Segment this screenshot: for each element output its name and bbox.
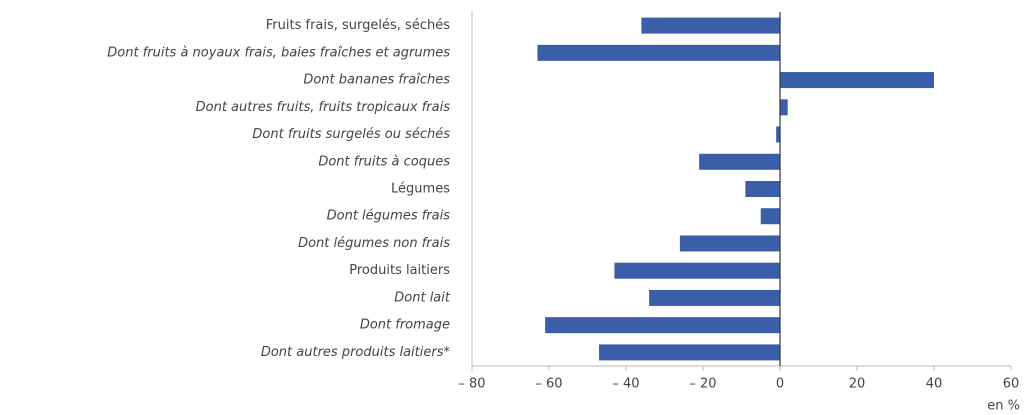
bar bbox=[641, 17, 780, 34]
category-label: Dont autres fruits, fruits tropicaux fra… bbox=[196, 100, 451, 115]
bar bbox=[745, 181, 780, 197]
x-tick-label: – 40 bbox=[612, 377, 639, 392]
category-label: Dont fruits à coques bbox=[318, 154, 450, 169]
bar bbox=[776, 126, 780, 143]
category-label: Dont légumes frais bbox=[327, 209, 451, 224]
category-label: Dont fruits surgelés ou séchés bbox=[252, 127, 450, 142]
category-label: Produits laitiers bbox=[349, 263, 450, 278]
bar bbox=[780, 99, 788, 116]
bar bbox=[679, 235, 780, 252]
category-label: Dont bananes fraîches bbox=[303, 73, 450, 88]
bar bbox=[649, 289, 780, 306]
category-label: Dont légumes non frais bbox=[298, 236, 450, 251]
category-label: Dont autres produits laitiers* bbox=[261, 345, 451, 360]
bar bbox=[545, 317, 780, 334]
category-label: Dont fruits à noyaux frais, baies fraîch… bbox=[107, 45, 450, 60]
bar bbox=[599, 344, 780, 361]
category-label: Dont fromage bbox=[360, 318, 450, 333]
bar bbox=[780, 72, 934, 89]
x-tick-label: – 20 bbox=[689, 377, 716, 392]
bar bbox=[614, 262, 780, 279]
bar bbox=[537, 44, 780, 61]
bar bbox=[699, 153, 780, 170]
category-label: Légumes bbox=[391, 182, 450, 197]
x-tick-label: 0 bbox=[776, 377, 784, 392]
x-tick-label: 40 bbox=[926, 377, 943, 392]
category-label: Dont lait bbox=[394, 290, 451, 305]
category-label: Fruits frais, surgelés, séchés bbox=[266, 18, 450, 33]
x-tick-label: 60 bbox=[1003, 377, 1020, 392]
bar bbox=[760, 208, 780, 225]
x-axis-label: en % bbox=[987, 399, 1020, 414]
x-tick-label: – 80 bbox=[458, 377, 485, 392]
x-tick-label: – 60 bbox=[535, 377, 562, 392]
x-tick-label: 20 bbox=[849, 377, 866, 392]
